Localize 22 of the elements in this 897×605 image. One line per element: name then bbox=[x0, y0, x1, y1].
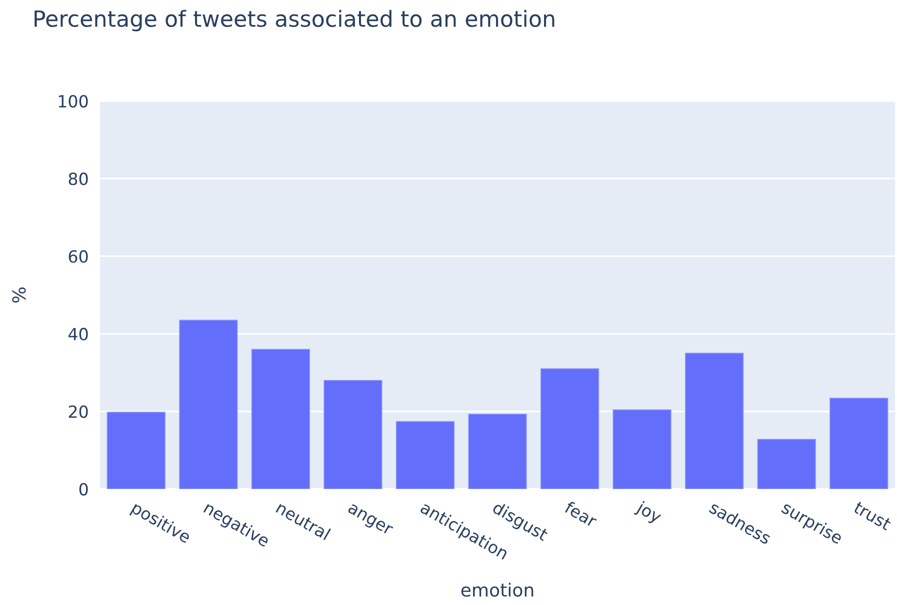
bar bbox=[251, 348, 310, 489]
bar bbox=[396, 421, 455, 489]
bar bbox=[684, 352, 744, 489]
y-tick-label: 20 bbox=[68, 405, 88, 418]
y-axis-title: % bbox=[12, 287, 26, 303]
chart-title: Percentage of tweets associated to an emotion bbox=[34, 10, 554, 32]
y-tick-label: 60 bbox=[68, 250, 88, 263]
y-tick-label: 100 bbox=[58, 94, 88, 108]
bar bbox=[757, 438, 816, 489]
bar bbox=[324, 380, 382, 489]
y-tick-label: 0 bbox=[79, 482, 88, 496]
bar bbox=[468, 414, 527, 489]
x-axis-title: emotion bbox=[461, 582, 534, 597]
bar bbox=[830, 398, 888, 489]
x-tick-label: fear bbox=[564, 500, 599, 528]
bar bbox=[612, 409, 672, 489]
bar bbox=[540, 368, 600, 489]
y-tick-label: 80 bbox=[68, 172, 88, 186]
bar bbox=[106, 412, 166, 489]
y-tick-label: 40 bbox=[68, 328, 88, 340]
bar bbox=[179, 320, 238, 489]
x-tick-label: joy bbox=[634, 500, 663, 526]
